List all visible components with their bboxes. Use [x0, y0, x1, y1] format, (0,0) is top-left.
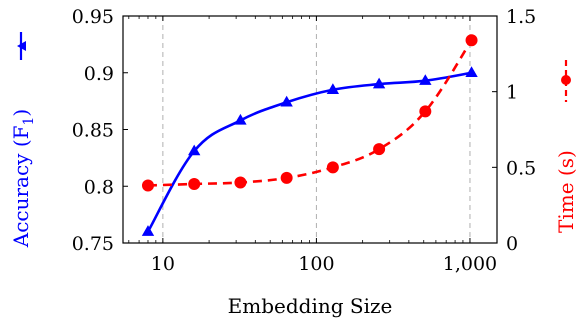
data-point-circle [141, 179, 154, 192]
y-right-tick-label: 1 [506, 82, 518, 104]
right-axis-title-group: Time (s) [554, 150, 578, 233]
data-point-triangle [419, 74, 432, 85]
y-left-tick-label: 0.9 [84, 63, 114, 85]
data-point-circle [234, 176, 247, 189]
data-point-circle [188, 177, 201, 190]
left-legend-key [17, 32, 26, 60]
left-axis-title-group: Accuracy (F1) [9, 109, 37, 248]
y-left-tick-label: 0.8 [84, 176, 114, 198]
x-tick-label: 1,000 [443, 253, 497, 275]
y-right-tick-label: 0.5 [506, 157, 536, 179]
left-axis-title: Accuracy (F1) [9, 109, 37, 248]
y-right-tick-label: 0 [506, 233, 518, 255]
y-left-tick-label: 0.75 [72, 233, 114, 255]
x-tick-label: 100 [298, 253, 334, 275]
series-line-right [147, 39, 473, 187]
data-point-triangle [234, 113, 247, 125]
right-axis-title: Time (s) [554, 150, 578, 233]
data-point-triangle [280, 95, 293, 107]
right-legend-key [561, 60, 571, 102]
data-point-triangle [141, 225, 155, 236]
data-point-circle [419, 105, 432, 118]
tick-labels: 10 100 1,000 0.75 0.8 0.85 0.9 0.95 0 0.5 1 1.5 [72, 6, 537, 275]
data-point-triangle [372, 77, 386, 89]
data-point-circle [326, 161, 339, 174]
data-point-circle [465, 34, 478, 47]
grid-lines [162, 16, 471, 243]
plot-frame [122, 15, 498, 244]
data-point-triangle [188, 144, 201, 156]
data-point-circle [373, 143, 386, 156]
y-left-tick-label: 0.85 [72, 120, 114, 142]
series-layer [141, 34, 478, 236]
x-tick-label: 10 [151, 253, 175, 275]
x-axis-title: Embedding Size [228, 294, 393, 318]
minor-ticks [123, 15, 497, 244]
data-point-triangle [326, 83, 340, 94]
y-left-tick-label: 0.95 [72, 6, 114, 28]
y-right-tick-label: 1.5 [506, 6, 536, 28]
data-point-triangle [465, 66, 478, 77]
data-point-circle [280, 171, 293, 184]
